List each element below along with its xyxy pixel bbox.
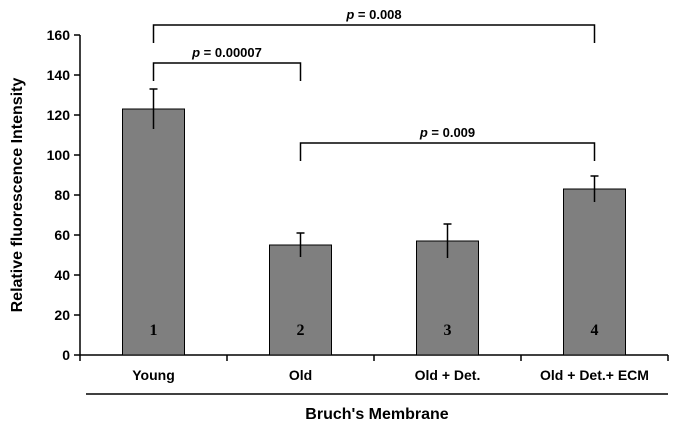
bar-number-label: 3 [444,322,452,339]
x-tick-label: Old [289,367,312,383]
y-axis-title: Relative fluorescence Intensity [9,78,26,313]
x-tick-label: Old + Det. [415,367,481,383]
bar-number-label: 4 [591,322,599,339]
y-tick-label: 40 [54,267,70,283]
y-tick-label: 80 [54,187,70,203]
bars: 1 2 3 4 [122,88,626,356]
p-value-label: p = 0.00007 [191,45,262,60]
y-tick-label: 160 [47,27,71,43]
x-tick-label: Young [132,367,175,383]
y-tick-label: 140 [47,67,71,83]
bar [416,240,479,356]
bar-number-label: 2 [297,322,305,339]
significance-brackets: p = 0.00007 p = 0.008 p = 0.009 [152,7,596,161]
p-value-label: p = 0.008 [345,7,401,22]
y-tick-label: 100 [47,147,71,163]
x-axis: Young Old Old + Det. Old + Det.+ ECM [79,354,669,395]
y-tick-label: 60 [54,227,70,243]
x-axis-title: Bruch's Membrane [305,406,449,423]
bar [122,108,185,356]
y-tick-label: 20 [54,307,70,323]
significance-bracket [152,24,596,43]
bar-number-label: 1 [150,322,158,339]
p-value-label: p = 0.009 [419,125,475,140]
y-tick-label: 120 [47,107,71,123]
significance-bracket [299,142,596,161]
y-tick-label: 0 [62,347,70,363]
bar [563,188,626,356]
y-axis: 0 20 40 60 80 100 120 140 160 [47,27,81,363]
significance-bracket [152,62,302,81]
x-tick-label: Old + Det.+ ECM [540,367,649,383]
